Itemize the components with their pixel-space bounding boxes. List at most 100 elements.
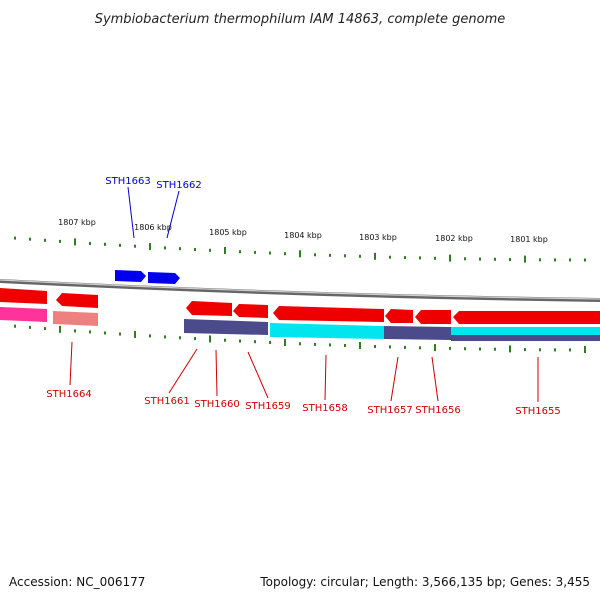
minor-tick — [449, 346, 451, 350]
gene-label-STH1658[interactable]: STH1658 — [302, 403, 347, 414]
gene-STH1664-arrow[interactable] — [56, 293, 98, 308]
minor-tick — [179, 336, 181, 340]
cog-block — [184, 319, 268, 335]
gene-STH1657-arrow[interactable] — [415, 310, 451, 324]
minor-tick — [569, 258, 571, 262]
genome-summary-text: Topology: circular; Length: 3,566,135 bp… — [259, 575, 590, 589]
leader-line — [247, 351, 269, 399]
kbp-label: 1804 kbp — [284, 231, 322, 240]
minor-tick — [494, 347, 496, 351]
minor-tick — [269, 251, 271, 255]
minor-tick — [269, 340, 271, 344]
gene-STH1658-arrow[interactable] — [385, 309, 413, 323]
minor-tick — [419, 346, 421, 350]
major-tick — [359, 342, 361, 349]
major-tick — [299, 250, 301, 258]
minor-tick — [239, 250, 241, 254]
bottom-gene-labels: STH1664 STH1661 STH1660 STH1659 STH1658 … — [46, 341, 561, 417]
genome-backbone-highlight — [0, 279, 600, 300]
minor-tick — [14, 324, 16, 328]
gene-label-STH1663[interactable]: STH1663 — [105, 176, 150, 187]
leader-line — [168, 348, 198, 394]
major-tick — [434, 344, 436, 352]
gene-STH1659-arrow[interactable] — [273, 306, 384, 322]
minor-tick — [89, 241, 91, 245]
minor-tick — [419, 256, 421, 260]
gene-label-STH1657[interactable]: STH1657 — [367, 405, 412, 416]
top-gene-labels: STH1663 STH1662 — [105, 176, 202, 239]
leader-line — [127, 186, 135, 239]
kbp-label: 1803 kbp — [359, 233, 397, 242]
major-tick — [284, 339, 286, 347]
major-tick — [509, 345, 511, 353]
leader-line — [324, 354, 327, 401]
minor-tick — [539, 258, 541, 262]
gene-STH1665-arrow[interactable] — [0, 288, 47, 304]
minor-tick — [59, 239, 61, 243]
cog-block — [0, 307, 47, 322]
kbp-label: 1802 kbp — [435, 234, 473, 243]
minor-tick — [329, 343, 331, 347]
minor-tick — [254, 340, 256, 344]
gene-STH1656-arrow[interactable] — [453, 311, 600, 324]
minor-tick — [179, 247, 181, 251]
major-tick — [149, 243, 151, 251]
major-tick — [224, 247, 226, 254]
kbp-label: 1801 kbp — [510, 235, 548, 244]
minor-tick — [464, 257, 466, 261]
cog-band — [0, 307, 600, 341]
minor-tick — [29, 325, 31, 329]
minor-tick — [14, 236, 16, 240]
gene-STH1662-arrow[interactable] — [148, 272, 180, 284]
cog-block — [451, 335, 600, 341]
minor-tick — [89, 330, 91, 334]
minor-tick — [194, 337, 196, 341]
minor-tick — [284, 252, 286, 256]
minor-tick — [524, 348, 526, 352]
leader-line — [215, 349, 218, 397]
leader-line — [390, 356, 399, 402]
gene-label-STH1661[interactable]: STH1661 — [144, 396, 189, 407]
minor-tick — [554, 348, 556, 352]
minor-tick — [404, 345, 406, 349]
gene-label-STH1659[interactable]: STH1659 — [245, 401, 290, 412]
minor-tick — [209, 248, 211, 252]
minor-tick — [434, 256, 436, 260]
gene-STH1660-arrow[interactable] — [233, 304, 268, 318]
major-tick — [584, 346, 586, 353]
minor-tick — [299, 342, 301, 346]
kbp-label: 1806 kbp — [134, 223, 172, 232]
gene-label-STH1662[interactable]: STH1662 — [156, 180, 201, 191]
cog-block — [270, 323, 384, 339]
gene-STH1661-arrow[interactable] — [186, 301, 232, 316]
minor-tick — [254, 250, 256, 254]
minor-tick — [344, 344, 346, 347]
minor-tick — [344, 254, 346, 258]
cog-block — [53, 311, 98, 326]
leader-line — [69, 341, 73, 386]
minor-tick — [239, 339, 241, 343]
major-tick — [209, 335, 211, 343]
major-tick — [59, 325, 61, 333]
minor-tick — [494, 257, 496, 261]
cog-block — [384, 326, 451, 340]
minor-tick — [164, 335, 166, 339]
tick-marks — [14, 236, 586, 353]
minor-tick — [134, 244, 136, 248]
minor-tick — [584, 258, 586, 262]
gene-label-STH1660[interactable]: STH1660 — [194, 399, 239, 410]
major-tick — [134, 331, 136, 338]
minor-tick — [74, 329, 76, 333]
minor-tick — [509, 258, 511, 261]
minor-tick — [569, 348, 571, 352]
minor-tick — [164, 246, 166, 250]
gene-label-STH1664[interactable]: STH1664 — [46, 389, 91, 400]
gene-label-STH1655[interactable]: STH1655 — [515, 406, 560, 417]
gene-STH1663-arrow[interactable] — [115, 270, 146, 282]
genome-backbone — [0, 279, 600, 302]
leader-line — [431, 356, 439, 402]
gene-label-STH1656[interactable]: STH1656 — [415, 405, 460, 416]
minor-tick — [44, 327, 46, 331]
minor-tick — [479, 347, 481, 351]
minor-tick — [404, 256, 406, 260]
